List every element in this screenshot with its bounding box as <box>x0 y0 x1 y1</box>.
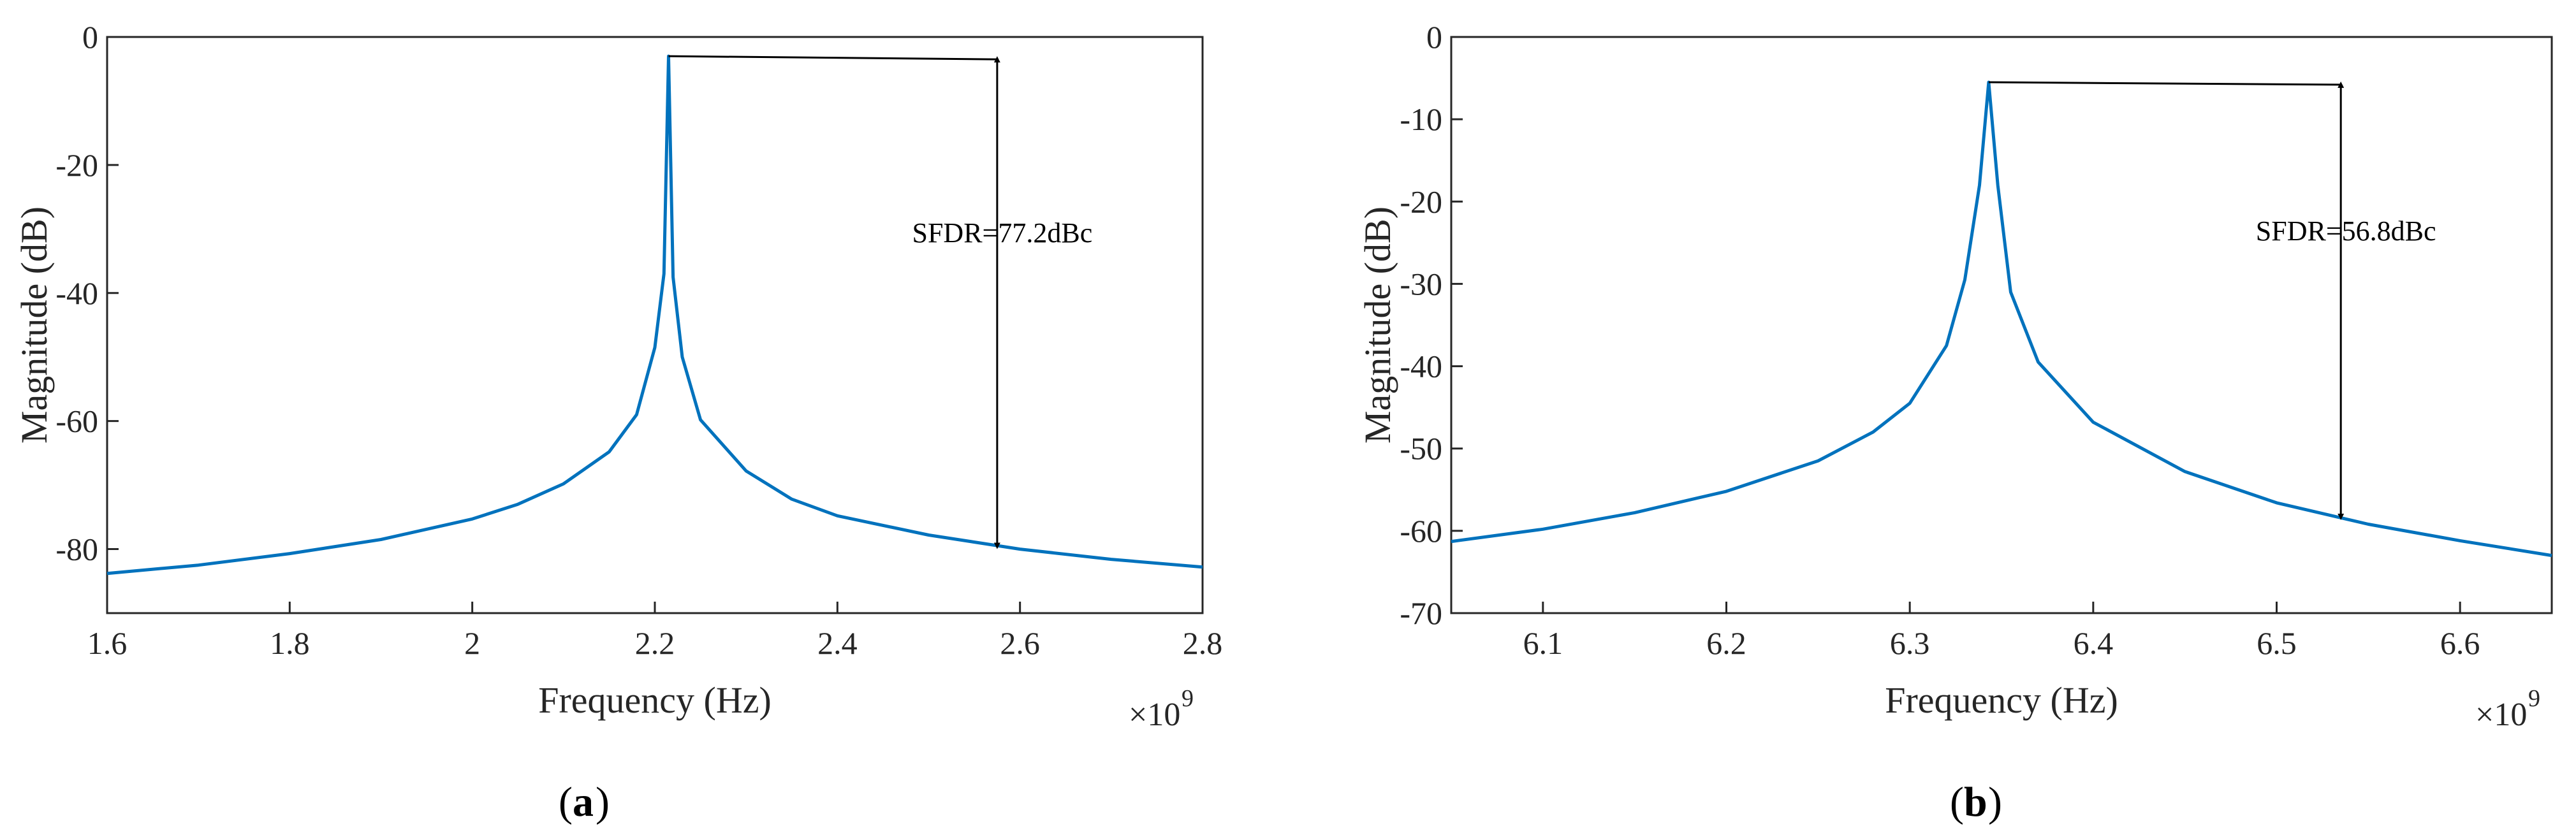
panel-caption-letter-b: b <box>1964 779 1987 825</box>
x-axis-title-a: Frequency (Hz) <box>538 679 772 721</box>
chart-panel-a: 1.6 1.8 2 2.2 2.4 2.6 2.8 0 -20 -40 -60 -80 SFDR=7… <box>13 19 1222 825</box>
svg-text:): ) <box>1988 779 2002 825</box>
x-tick-label: 2.4 <box>817 625 858 661</box>
x-exponent-base-a: ×10 <box>1129 697 1180 733</box>
y-tick-label: -40 <box>1400 349 1442 384</box>
x-tick-label: 2.2 <box>635 625 675 661</box>
y-tick-label: -80 <box>55 532 98 567</box>
x-tick-label: 6.1 <box>1523 625 1563 661</box>
panel-caption-a: ( a ) <box>559 779 610 825</box>
x-tick-label: 2.6 <box>1000 625 1040 661</box>
x-tick-label: 2 <box>464 625 480 661</box>
y-tick-label: -60 <box>55 403 98 439</box>
spectrum-line-b <box>1451 80 2552 558</box>
x-ticks-b: 6.1 6.2 6.3 6.4 6.5 6.6 <box>1523 602 2480 661</box>
y-tick-label: -30 <box>1400 266 1442 301</box>
sfdr-label-a: SFDR=77.2dBc <box>912 217 1092 249</box>
chart-panel-b: 6.1 6.2 6.3 6.4 6.5 6.6 0 -10 -20 -30 -40 -50 -60 -7… <box>1357 19 2553 825</box>
x-axis-title-b: Frequency (Hz) <box>1885 679 2118 721</box>
x-tick-label: 1.8 <box>270 625 310 661</box>
x-exponent-power-b: 9 <box>2528 685 2540 712</box>
plot-area-b <box>1450 36 2553 614</box>
x-tick-label: 6.5 <box>2257 625 2297 661</box>
y-tick-label: -50 <box>1400 431 1442 467</box>
x-exponent-b: ×10 9 <box>2475 685 2540 733</box>
x-exponent-a: ×10 9 <box>1129 685 1194 733</box>
y-tick-label: -40 <box>55 275 98 311</box>
svg-text:): ) <box>596 779 610 825</box>
x-tick-label: 6.2 <box>1706 625 1746 661</box>
svg-text:(: ( <box>1950 779 1964 825</box>
svg-text:(: ( <box>559 779 573 825</box>
y-tick-label: -70 <box>1400 595 1442 631</box>
x-exponent-base-b: ×10 <box>2475 697 2527 733</box>
panel-caption-b: ( b ) <box>1950 779 2002 825</box>
x-tick-label: 2.8 <box>1183 625 1223 661</box>
y-tick-label: -60 <box>1400 513 1442 549</box>
y-ticks-b: 0 -10 -20 -30 -40 -50 -60 -70 <box>1400 19 1463 631</box>
y-tick-label: 0 <box>82 19 98 55</box>
y-ticks-a: 0 -20 -40 -60 -80 <box>55 19 119 567</box>
y-axis-title-b: Magnitude (dB) <box>1357 206 1398 444</box>
x-tick-label: 6.6 <box>2440 625 2480 661</box>
plot-area-a <box>106 36 1204 614</box>
x-tick-label: 6.4 <box>2074 625 2114 661</box>
x-ticks-a: 1.6 1.8 2 2.2 2.4 2.6 2.8 <box>87 602 1223 661</box>
spectrum-line-a <box>106 54 1203 576</box>
x-tick-label: 6.3 <box>1890 625 1930 661</box>
sfdr-label-b: SFDR=56.8dBc <box>2256 215 2436 247</box>
panel-caption-letter-a: a <box>573 779 594 825</box>
sfdr-reference-line-b <box>1988 81 2341 86</box>
y-tick-label: 0 <box>1426 19 1442 55</box>
y-tick-label: -20 <box>55 147 98 183</box>
sfdr-reference-line-a <box>668 55 997 61</box>
y-tick-label: -20 <box>1400 184 1442 219</box>
x-tick-label: 1.6 <box>87 625 128 661</box>
y-axis-title-a: Magnitude (dB) <box>13 206 55 444</box>
y-tick-label: -10 <box>1400 101 1442 137</box>
x-exponent-power-a: 9 <box>1182 685 1194 712</box>
